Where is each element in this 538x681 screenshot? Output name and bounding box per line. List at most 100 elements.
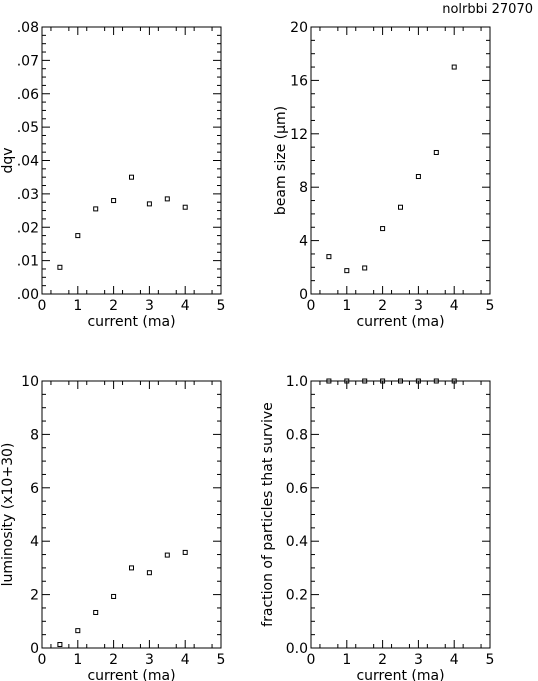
data-point	[433, 149, 439, 155]
x-tick-label: 1	[342, 652, 351, 668]
y-tick-label: 1.0	[286, 374, 308, 390]
data-point	[398, 378, 403, 384]
x-axis-label: current (ma)	[356, 314, 444, 330]
data-point	[93, 206, 99, 212]
y-axis-label: luminosity (x10+30)	[0, 443, 16, 587]
data-point	[111, 593, 117, 599]
y-tick-label: 0.8	[286, 427, 308, 443]
x-tick-label: 5	[486, 298, 495, 314]
data-point	[415, 174, 421, 180]
data-point	[344, 268, 350, 274]
y-tick-label: .04	[17, 154, 39, 170]
data-point	[415, 378, 421, 384]
data-point	[75, 628, 81, 634]
data-point	[433, 378, 439, 384]
y-tick-label: .05	[17, 120, 39, 136]
y-tick-label: 10	[21, 374, 39, 390]
x-tick-label: 5	[217, 652, 226, 668]
data-point	[75, 233, 81, 239]
y-axis-label: fraction of particles that survive	[260, 402, 276, 627]
data-point	[164, 196, 170, 202]
x-tick-label: 1	[73, 652, 82, 668]
data-point	[362, 378, 368, 384]
chart-panel-3: 0 1 2 3 4 5 0 2 4 6 8 10 current (ma) luminosity (x10…	[0, 374, 225, 681]
data-point	[451, 378, 457, 384]
x-tick-label: 3	[414, 652, 423, 668]
plot-frame	[310, 380, 491, 649]
chart-panel-1: 0 1 2 3 4 5 .00 .01 .02 .03 .04 .05 .06 .07 .08 current…	[0, 20, 225, 330]
x-tick-label: 3	[145, 298, 154, 314]
x-tick-label: 4	[181, 298, 190, 314]
data-point	[111, 198, 117, 204]
data-point	[164, 552, 170, 558]
plot-frame	[310, 26, 491, 295]
y-tick-label: 2	[30, 588, 39, 604]
y-tick-label: .00	[17, 287, 39, 303]
y-tick-label: 4	[299, 234, 308, 250]
data-point	[326, 378, 332, 384]
x-tick-label: 2	[378, 652, 387, 668]
y-tick-label: 4	[30, 534, 39, 550]
plot-frame	[41, 380, 222, 649]
x-tick-label: 1	[342, 298, 351, 314]
x-tick-label: 5	[486, 652, 495, 668]
data-point	[93, 609, 99, 615]
y-tick-label: .06	[17, 87, 39, 103]
x-tick-label: 0	[307, 298, 316, 314]
x-tick-label: 2	[109, 652, 118, 668]
y-tick-label: .07	[17, 53, 39, 69]
x-tick-label: 1	[73, 298, 82, 314]
y-tick-label: 0.6	[286, 481, 308, 497]
x-tick-label: 4	[450, 298, 459, 314]
y-tick-label: 16	[290, 73, 308, 89]
y-tick-label: 0	[299, 287, 308, 303]
chart-panel-4: 0 1 2 3 4 5 0.0 0.2 0.4 0.6 0.8 1.0 current (ma) frac…	[260, 374, 494, 681]
x-tick-label: 4	[181, 652, 190, 668]
y-tick-label: .03	[17, 187, 39, 203]
y-tick-label: 8	[299, 180, 308, 196]
y-tick-label: 0	[30, 641, 39, 657]
data-point	[57, 642, 63, 648]
y-tick-label: .08	[17, 20, 39, 36]
data-point	[146, 201, 152, 207]
y-tick-label: 0.4	[286, 534, 308, 550]
data-point	[57, 264, 63, 270]
y-axis-label: dqv	[0, 147, 16, 173]
data-point	[326, 254, 332, 260]
x-tick-label: 2	[378, 298, 387, 314]
x-axis-label: current (ma)	[87, 668, 175, 681]
y-axis-label: beam size (µm)	[273, 106, 289, 215]
plot-frame	[41, 26, 222, 295]
x-tick-label: 3	[145, 652, 154, 668]
data-point	[129, 565, 134, 571]
x-tick-label: 0	[307, 652, 316, 668]
data-point	[380, 378, 386, 384]
x-tick-label: 5	[217, 298, 226, 314]
x-tick-label: 4	[450, 652, 459, 668]
header-label: nolrbbi 27070	[442, 2, 533, 17]
data-point	[451, 64, 457, 70]
y-tick-label: 0.0	[286, 641, 308, 657]
y-tick-label: 6	[30, 481, 39, 497]
data-point	[182, 549, 188, 555]
data-point	[344, 378, 350, 384]
y-tick-label: 8	[30, 427, 39, 443]
y-tick-label: 12	[290, 127, 308, 143]
data-point	[146, 570, 152, 576]
data-point	[398, 204, 403, 210]
x-axis-label: current (ma)	[87, 314, 175, 330]
x-tick-label: 3	[414, 298, 423, 314]
y-tick-label: .02	[17, 220, 39, 236]
y-tick-label: .01	[17, 254, 39, 270]
x-tick-label: 0	[38, 652, 47, 668]
x-axis-label: current (ma)	[356, 668, 444, 681]
y-tick-label: 0.2	[286, 588, 308, 604]
x-tick-label: 2	[109, 298, 118, 314]
data-point	[380, 226, 386, 232]
data-point	[362, 265, 368, 271]
y-tick-label: 20	[290, 20, 308, 36]
data-point	[182, 204, 188, 210]
data-point	[129, 174, 134, 180]
